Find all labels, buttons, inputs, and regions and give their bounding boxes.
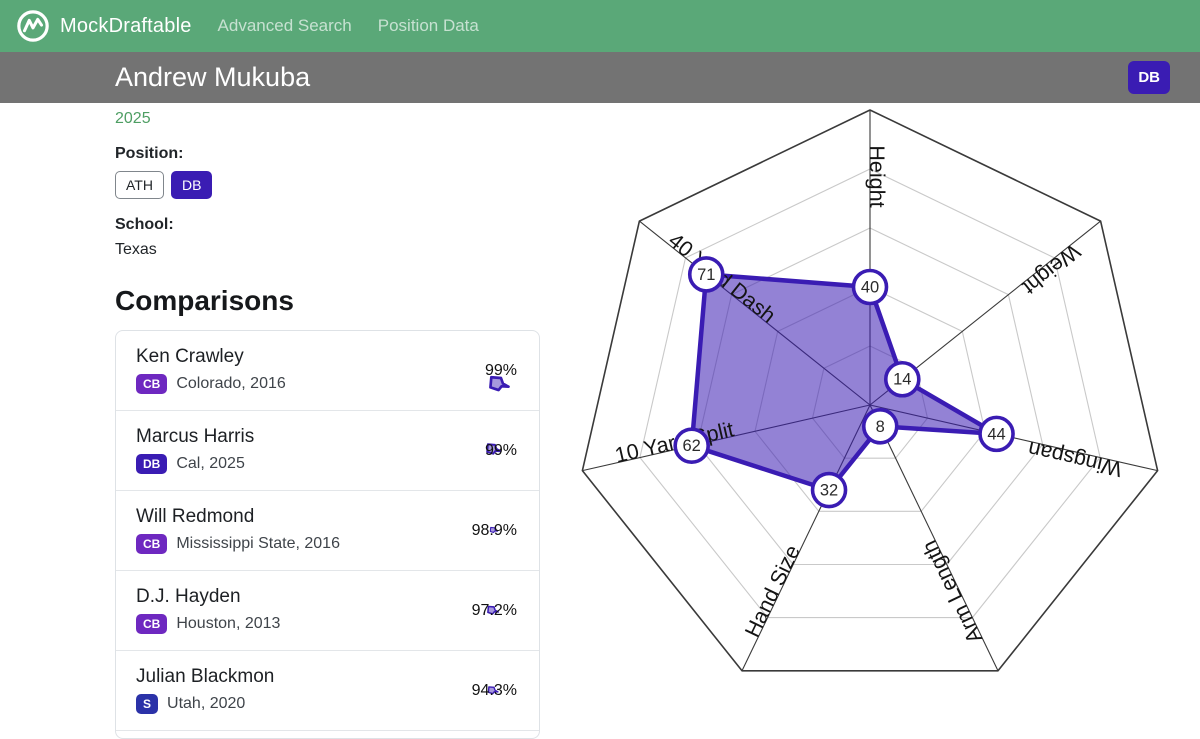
school-value: Texas <box>115 241 157 258</box>
comparison-row[interactable]: D.J. Hayden CB Houston, 2013 97.2% <box>116 570 539 650</box>
top-nav-bar: MockDraftable Advanced Search Position D… <box>0 0 1200 52</box>
radar-value-label: 62 <box>683 437 701 455</box>
comparison-row-partial <box>116 730 539 738</box>
radar-outer-ring <box>581 109 1159 672</box>
player-name[interactable]: Marcus Harris <box>136 426 255 447</box>
radar-axis-line <box>869 404 999 672</box>
radar-axis-label: Weight <box>1018 239 1085 299</box>
mini-radar-icon <box>487 605 500 615</box>
draft-year-link[interactable]: 2025 <box>115 110 151 127</box>
position-badge: DB <box>136 454 168 474</box>
radar-axis-label: Height <box>865 145 889 207</box>
school-year: Colorado, 2016 <box>176 375 286 392</box>
radar-chart-svg: Height Weight Wingspan Arm Length Hand Size 1… <box>581 109 1159 672</box>
radar-axis-label: Hand Size <box>740 541 805 641</box>
radar-axis-label: Arm Length <box>917 537 987 648</box>
match-percent: 99% <box>485 362 517 391</box>
radar-value-label: 44 <box>987 425 1005 443</box>
radar-grid-ring <box>639 168 1101 619</box>
mini-radar-icon <box>486 442 502 455</box>
school-label: School: <box>115 216 174 233</box>
position-badge: CB <box>136 534 168 554</box>
radar-value-marker <box>687 256 725 293</box>
player-name[interactable]: Julian Blackmon <box>136 666 275 687</box>
comparison-row[interactable]: Marcus Harris DB Cal, 2025 99% <box>116 410 539 490</box>
radar-value-marker <box>673 427 710 464</box>
comparison-row[interactable]: Julian Blackmon S Utah, 2020 94.3% <box>116 650 539 730</box>
position-label: Position: <box>115 145 184 162</box>
nav-link-position-data[interactable]: Position Data <box>377 16 479 35</box>
match-percent: 99% <box>485 442 517 460</box>
comparison-row[interactable]: Will Redmond CB Mississippi State, 2016 … <box>116 490 539 570</box>
position-badge: S <box>136 694 159 714</box>
position-button-db[interactable]: DB <box>170 171 213 199</box>
radar-value-label: 14 <box>893 371 911 389</box>
comparisons-list: Ken Crawley CB Colorado, 2016 99% Marcus… <box>115 330 540 739</box>
player-name[interactable]: D.J. Hayden <box>136 586 241 607</box>
comparison-row[interactable]: Ken Crawley CB Colorado, 2016 99% <box>116 331 539 410</box>
radar-value-label: 71 <box>697 266 715 284</box>
brand-title[interactable]: MockDraftable <box>60 14 192 37</box>
comparisons-title: Comparisons <box>115 285 294 316</box>
school-year: Utah, 2020 <box>167 695 246 712</box>
radar-value-label: 8 <box>876 418 885 436</box>
player-name[interactable]: Ken Crawley <box>136 346 244 367</box>
radar-value-label: 40 <box>861 279 879 297</box>
radar-data-polygon <box>689 272 999 493</box>
player-header: Andrew Mukuba DB <box>0 52 1200 103</box>
school-year: Mississippi State, 2016 <box>176 535 340 552</box>
nav-link-advanced-search[interactable]: Advanced Search <box>217 16 352 35</box>
measurables-radar-chart: Height Weight Wingspan Arm Length Hand Size 1… <box>560 103 1200 688</box>
radar-axis-label: Wingspan <box>1026 437 1125 482</box>
mockdraftable-logo-icon[interactable] <box>16 9 50 43</box>
match-percent: 97.2% <box>472 602 517 620</box>
player-panel: 2025 Position: ATH DB School: Texas Comp… <box>115 103 540 739</box>
match-percent: 94.3% <box>471 681 517 699</box>
mini-radar-icon <box>489 526 498 534</box>
position-badge: CB <box>136 614 168 634</box>
radar-value-marker <box>851 268 889 306</box>
radar-value-marker <box>978 415 1015 453</box>
radar-value-marker <box>861 407 899 445</box>
radar-value-label: 32 <box>820 482 838 500</box>
position-badge: CB <box>136 374 168 394</box>
mini-radar-icon <box>489 375 510 391</box>
page-title: Andrew Mukuba <box>115 62 311 92</box>
school-year: Houston, 2013 <box>176 615 281 632</box>
position-button-ath[interactable]: ATH <box>115 171 164 199</box>
radar-value-marker <box>883 360 921 398</box>
player-name[interactable]: Will Redmond <box>136 506 255 527</box>
position-button-group: ATH DB <box>115 171 540 199</box>
school-year: Cal, 2025 <box>176 455 245 472</box>
radar-value-marker <box>810 471 848 509</box>
match-percent: 98.9% <box>471 521 517 539</box>
header-position-badge[interactable]: DB <box>1128 61 1170 94</box>
